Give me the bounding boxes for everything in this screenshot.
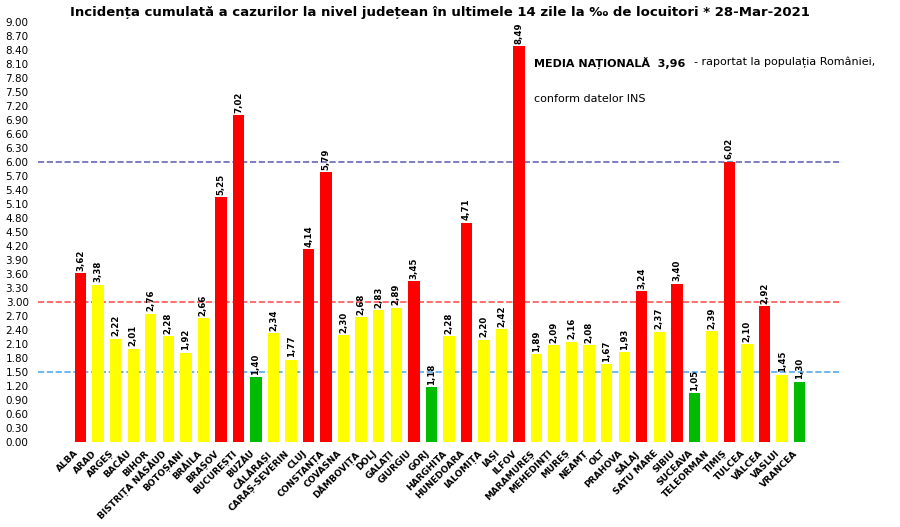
Bar <box>443 336 454 442</box>
Text: 1,89: 1,89 <box>532 330 541 352</box>
Text: 1,77: 1,77 <box>286 336 295 357</box>
Bar <box>110 339 122 442</box>
Text: 2,10: 2,10 <box>742 321 752 342</box>
Bar <box>531 354 543 442</box>
Bar <box>653 332 665 442</box>
Bar <box>338 335 349 442</box>
Bar <box>233 115 244 442</box>
Bar <box>145 314 157 442</box>
Bar <box>163 336 174 442</box>
Text: 2,92: 2,92 <box>760 282 769 304</box>
Bar <box>742 344 752 442</box>
Text: 1,45: 1,45 <box>778 351 787 373</box>
Text: 2,42: 2,42 <box>497 306 506 327</box>
Bar <box>303 249 314 442</box>
Bar <box>636 291 647 442</box>
Bar <box>583 345 595 442</box>
Text: 5,25: 5,25 <box>216 174 225 195</box>
Bar <box>285 360 297 442</box>
Bar <box>601 365 612 442</box>
Bar <box>724 161 735 442</box>
Bar <box>356 317 367 442</box>
Bar <box>777 375 788 442</box>
Text: 2,30: 2,30 <box>339 311 348 333</box>
Title: Incidența cumulată a cazurilor la nivel județean în ultimele 14 zile la ‰ de loc: Incidența cumulată a cazurilor la nivel … <box>70 6 810 18</box>
Bar <box>373 310 384 442</box>
Text: 1,92: 1,92 <box>181 329 190 350</box>
Bar <box>198 318 209 442</box>
Bar <box>706 331 717 442</box>
Bar <box>548 345 560 442</box>
Bar <box>320 172 332 442</box>
Text: 1,40: 1,40 <box>251 353 260 375</box>
Bar <box>408 281 419 442</box>
Text: 1,05: 1,05 <box>690 370 699 391</box>
Text: 3,45: 3,45 <box>410 258 418 279</box>
Text: 1,67: 1,67 <box>602 340 611 362</box>
Bar <box>496 329 508 442</box>
Bar <box>461 222 472 442</box>
Bar <box>513 46 525 442</box>
Bar <box>688 393 700 442</box>
Bar <box>180 353 192 442</box>
Bar <box>426 387 437 442</box>
Bar <box>268 333 279 442</box>
Text: 2,22: 2,22 <box>112 315 121 336</box>
Text: 8,49: 8,49 <box>515 23 524 44</box>
Text: 4,71: 4,71 <box>462 199 471 220</box>
Bar <box>128 348 139 442</box>
Text: 2,01: 2,01 <box>129 325 138 346</box>
Bar <box>759 306 770 442</box>
Bar <box>391 308 402 442</box>
Text: 1,18: 1,18 <box>427 364 436 385</box>
Bar <box>794 382 806 442</box>
Text: 2,66: 2,66 <box>199 295 208 316</box>
Text: 2,34: 2,34 <box>269 309 278 331</box>
Text: 4,14: 4,14 <box>304 225 313 247</box>
Bar <box>250 377 262 442</box>
Text: 2,39: 2,39 <box>707 307 716 328</box>
Text: 1,30: 1,30 <box>795 358 804 379</box>
Text: 3,38: 3,38 <box>94 261 103 282</box>
Text: 1,93: 1,93 <box>620 329 629 350</box>
Text: 2,28: 2,28 <box>445 313 454 334</box>
Text: 2,83: 2,83 <box>374 287 383 308</box>
Bar <box>478 340 490 442</box>
Text: 7,02: 7,02 <box>234 91 243 113</box>
Text: 6,02: 6,02 <box>725 138 734 159</box>
Text: 3,24: 3,24 <box>637 267 646 289</box>
Text: 2,37: 2,37 <box>655 308 664 329</box>
Text: 2,20: 2,20 <box>480 316 489 337</box>
Text: 5,79: 5,79 <box>321 149 330 170</box>
Bar <box>566 341 577 442</box>
Text: 2,28: 2,28 <box>164 313 173 334</box>
Text: 2,16: 2,16 <box>567 318 576 339</box>
Text: 3,40: 3,40 <box>672 260 681 281</box>
Bar <box>75 274 86 442</box>
Text: 2,76: 2,76 <box>147 290 156 311</box>
Text: 2,09: 2,09 <box>550 321 559 343</box>
Bar <box>215 198 227 442</box>
Text: 2,08: 2,08 <box>585 322 594 343</box>
Text: 3,62: 3,62 <box>76 250 86 271</box>
Bar <box>93 285 104 442</box>
Text: 2,89: 2,89 <box>392 284 400 305</box>
Text: 2,68: 2,68 <box>356 294 365 315</box>
Bar <box>671 284 682 442</box>
Bar <box>618 353 630 442</box>
